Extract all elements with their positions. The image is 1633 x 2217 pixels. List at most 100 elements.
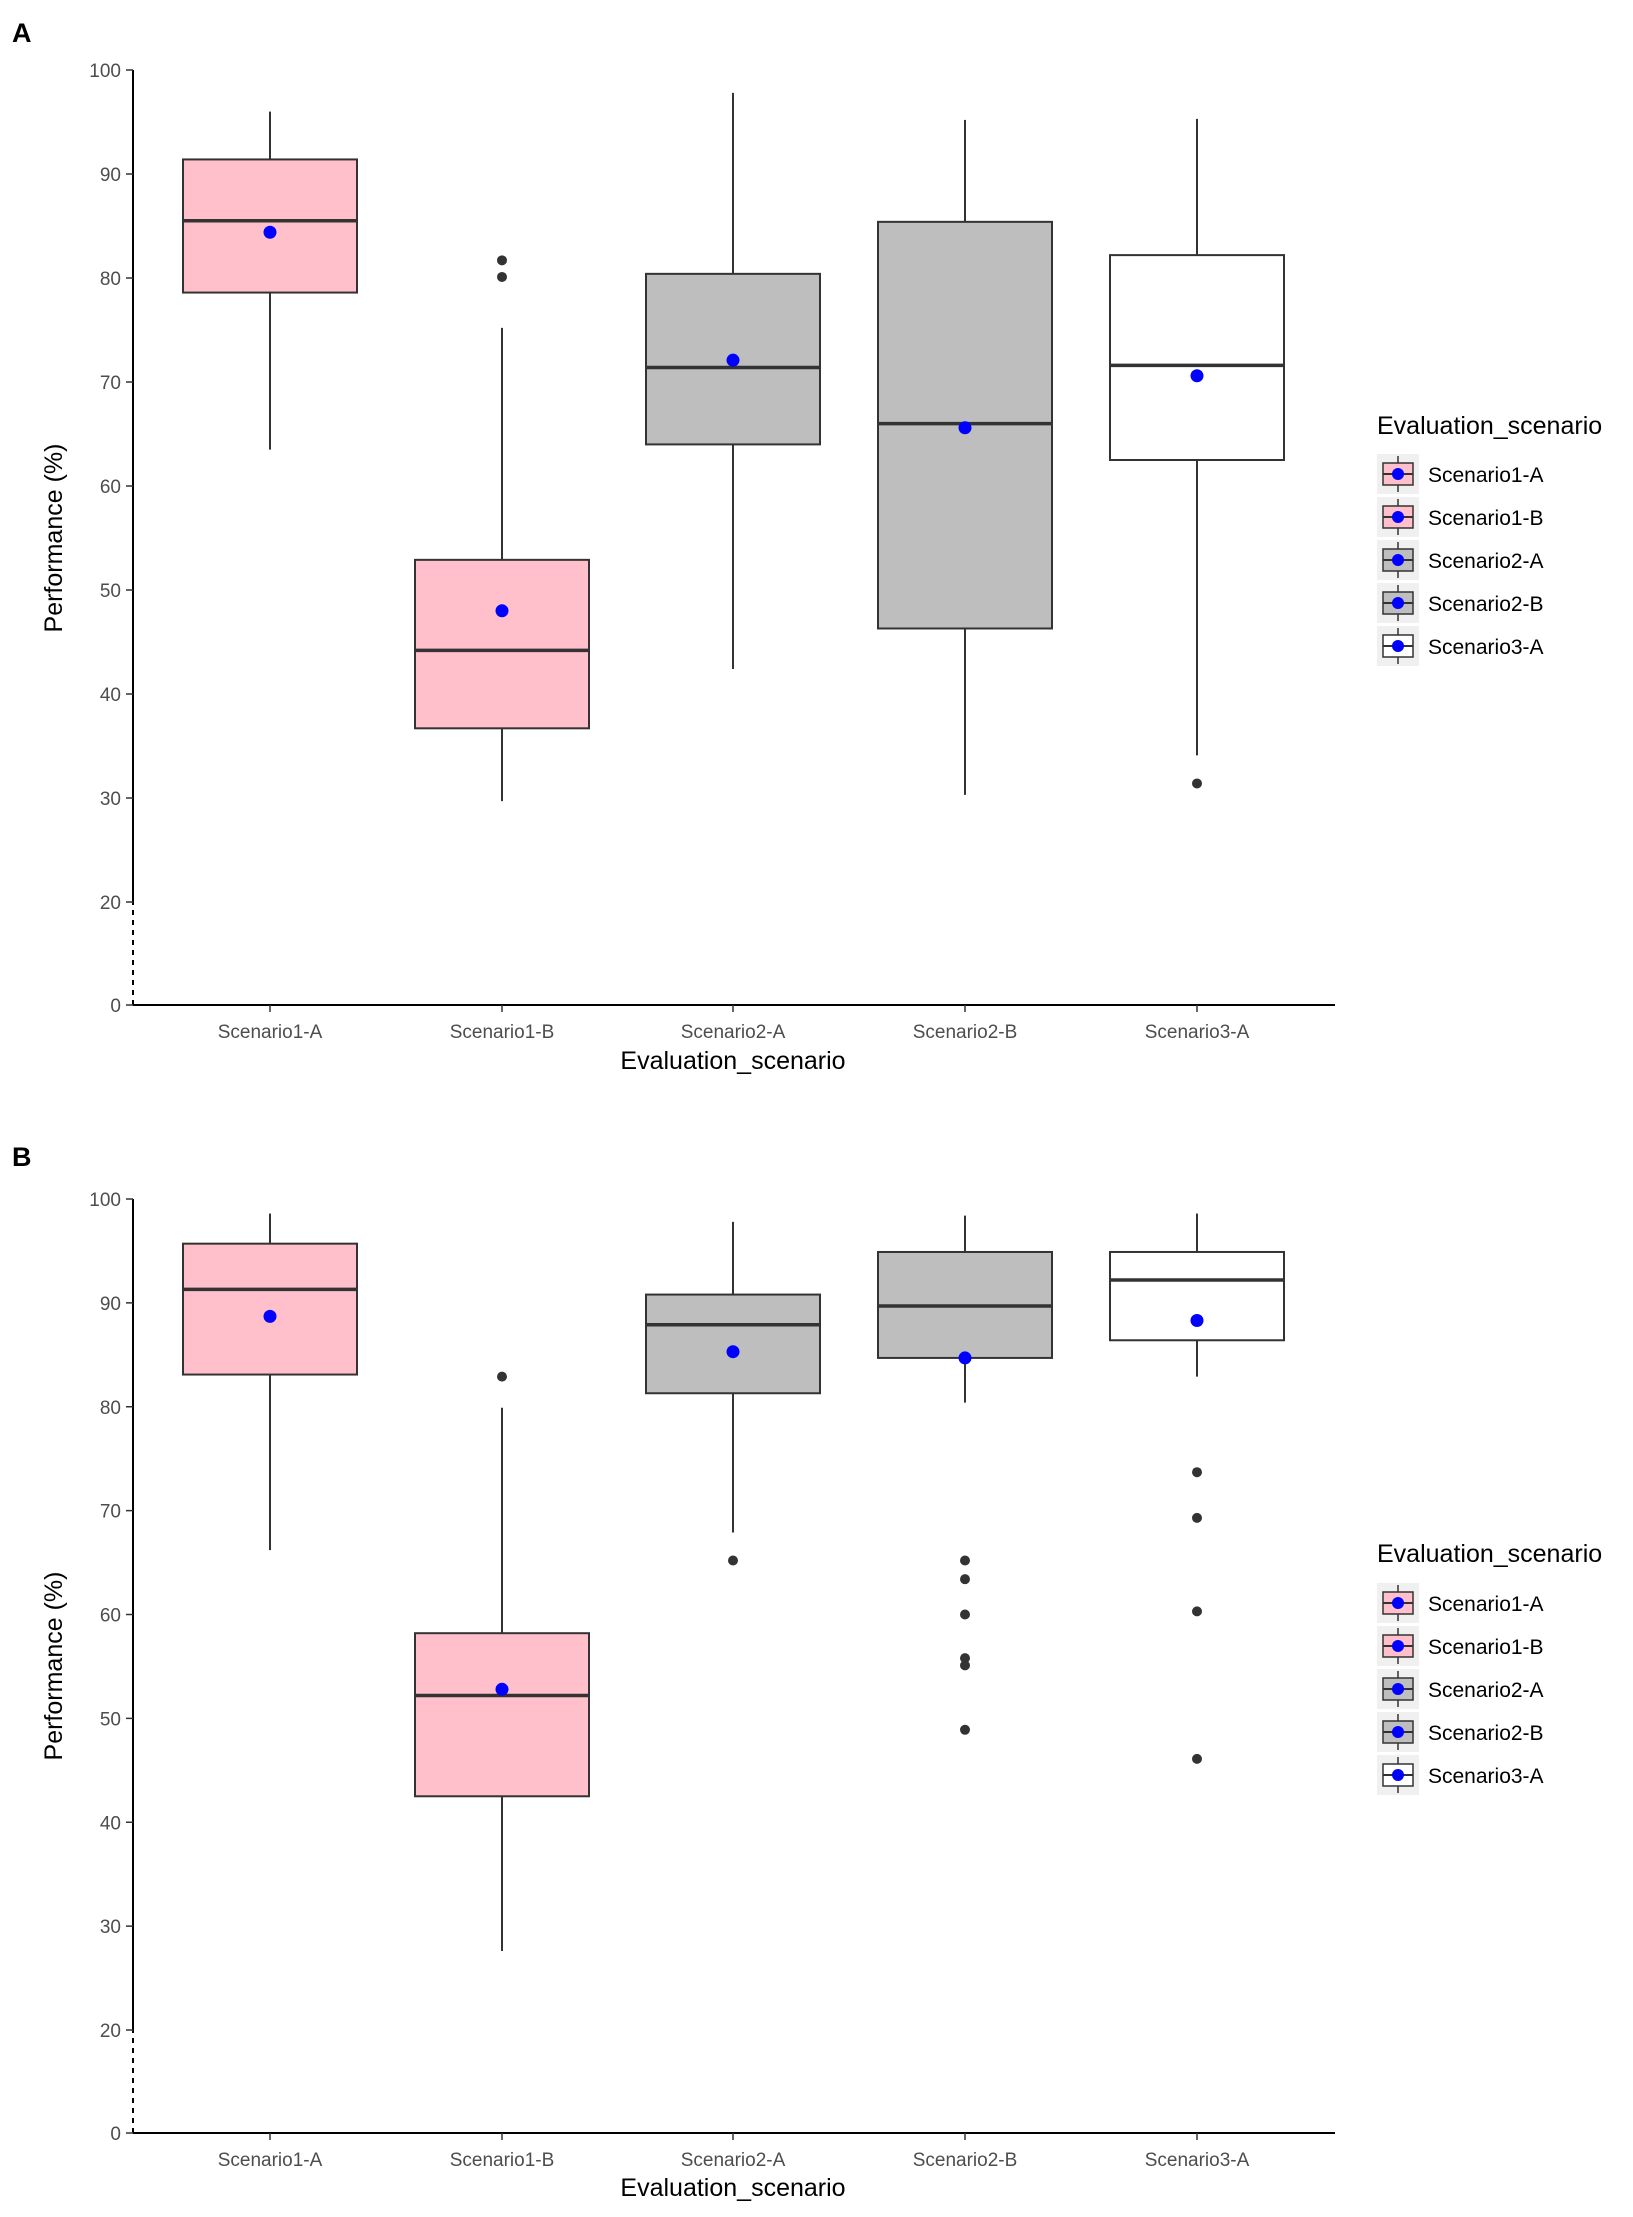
y-tick-label: 30 bbox=[100, 789, 121, 810]
y-tick-label: 40 bbox=[100, 685, 121, 706]
outlier-point bbox=[1192, 778, 1202, 789]
legend-title: Evaluation_scenario bbox=[1377, 1540, 1602, 1568]
iqr-box bbox=[414, 558, 590, 730]
panel-label: A bbox=[12, 18, 32, 48]
legend-key-mean bbox=[1392, 1597, 1404, 1609]
outlier-point bbox=[960, 1555, 970, 1566]
mean-point bbox=[263, 1309, 277, 1323]
iqr-box bbox=[1109, 254, 1285, 461]
outlier-point bbox=[960, 1574, 970, 1585]
box-scenario2-b bbox=[877, 1215, 1053, 1735]
y-tick-label: 70 bbox=[100, 373, 121, 394]
legend-key-mean bbox=[1392, 1683, 1404, 1695]
legend-label: Scenario2-A bbox=[1428, 550, 1544, 573]
box-scenario1-b bbox=[414, 255, 590, 802]
outlier-point bbox=[497, 271, 507, 282]
legend-key-mean bbox=[1392, 468, 1404, 480]
outlier-point bbox=[497, 255, 507, 266]
x-tick-label: Scenario1-B bbox=[450, 1022, 555, 1043]
mean-point bbox=[1190, 1314, 1204, 1328]
outlier-point bbox=[728, 1555, 738, 1566]
y-tick-label: 60 bbox=[100, 1606, 121, 1627]
legend-entry-scenario3-a: Scenario3-A bbox=[1377, 626, 1544, 666]
iqr-box bbox=[414, 1632, 590, 1798]
outlier-point bbox=[960, 1660, 970, 1671]
y-tick-label: 100 bbox=[89, 1190, 121, 1211]
legend: Evaluation_scenario Scenario1-A Scenario1-… bbox=[1377, 1540, 1602, 1795]
y-axis-title: Performance (%) bbox=[40, 444, 68, 633]
y-axis-title: Performance (%) bbox=[40, 1572, 68, 1761]
x-tick-label: Scenario2-B bbox=[913, 1022, 1018, 1043]
mean-point bbox=[958, 421, 972, 435]
y-tick-label: 20 bbox=[100, 893, 121, 914]
y-tick-label: 30 bbox=[100, 1917, 121, 1938]
x-tick-label: Scenario2-A bbox=[681, 1022, 786, 1043]
legend-key-mean bbox=[1392, 597, 1404, 609]
legend: Evaluation_scenario Scenario1-A Scenario1-… bbox=[1377, 412, 1602, 666]
y-tick-label: 50 bbox=[100, 1709, 121, 1730]
box-scenario2-a bbox=[645, 1221, 821, 1566]
y-tick-label: 70 bbox=[100, 1502, 121, 1523]
box-scenario2-b bbox=[877, 119, 1053, 795]
legend-entry-scenario1-b: Scenario1-B bbox=[1377, 1626, 1544, 1666]
outlier-point bbox=[960, 1609, 970, 1620]
box-scenario3-a bbox=[1109, 1213, 1285, 1764]
legend-label: Scenario2-B bbox=[1428, 1722, 1544, 1745]
mean-point bbox=[726, 1345, 740, 1359]
x-tick-label: Scenario3-A bbox=[1145, 2150, 1250, 2171]
x-tick-label: Scenario1-A bbox=[218, 1022, 323, 1043]
legend-key-mean bbox=[1392, 511, 1404, 523]
legend-key-mean bbox=[1392, 640, 1404, 652]
y-tick-label: 0 bbox=[110, 2124, 121, 2145]
y-tick-label: 60 bbox=[100, 477, 121, 498]
y-tick-label: 20 bbox=[100, 2021, 121, 2042]
x-tick-label: Scenario1-A bbox=[218, 2150, 323, 2171]
legend-key-mean bbox=[1392, 1769, 1404, 1781]
mean-point bbox=[1190, 369, 1204, 383]
legend-key-mean bbox=[1392, 1640, 1404, 1652]
legend-label: Scenario3-A bbox=[1428, 636, 1544, 659]
iqr-box bbox=[182, 1242, 358, 1376]
legend-entry-scenario3-a: Scenario3-A bbox=[1377, 1755, 1544, 1795]
y-tick-label: 90 bbox=[100, 165, 121, 186]
legend-label: Scenario1-A bbox=[1428, 1593, 1544, 1616]
outlier-point bbox=[960, 1724, 970, 1735]
panel-label: B bbox=[12, 1142, 32, 1172]
box-scenario1-b bbox=[414, 1371, 590, 1952]
legend-title: Evaluation_scenario bbox=[1377, 412, 1602, 440]
y-tick-label: 50 bbox=[100, 581, 121, 602]
y-tick-label: 80 bbox=[100, 1398, 121, 1419]
y-tick-label: 0 bbox=[110, 996, 121, 1017]
y-tick-label: 100 bbox=[89, 61, 121, 82]
outlier-point bbox=[497, 1371, 507, 1382]
x-tick-label: Scenario1-B bbox=[450, 2150, 555, 2171]
box-scenario1-a bbox=[182, 111, 358, 450]
y-tick-label: 80 bbox=[100, 269, 121, 290]
box-scenario1-a bbox=[182, 1213, 358, 1551]
legend-label: Scenario1-B bbox=[1428, 1636, 1544, 1659]
legend-entry-scenario1-a: Scenario1-A bbox=[1377, 1583, 1544, 1623]
x-axis-title: Evaluation_scenario bbox=[620, 2174, 845, 2202]
x-tick-label: Scenario2-A bbox=[681, 2150, 786, 2171]
y-tick-label: 40 bbox=[100, 1813, 121, 1834]
legend-entry-scenario1-b: Scenario1-B bbox=[1377, 497, 1544, 537]
legend-label: Scenario2-B bbox=[1428, 593, 1544, 616]
legend-key-mean bbox=[1392, 554, 1404, 566]
x-tick-label: Scenario3-A bbox=[1145, 1022, 1250, 1043]
mean-point bbox=[495, 1682, 509, 1696]
chart-panel-a: A 0 20 30 40 50 60 70 80 90 100 Scenario1-A Scenario… bbox=[12, 18, 1602, 1075]
legend-entry-scenario2-a: Scenario2-A bbox=[1377, 1669, 1544, 1709]
chart-panel-b: B 0 20 30 40 50 60 70 80 90 100 Scenario1-A Scenario… bbox=[12, 1142, 1602, 2202]
x-tick-label: Scenario2-B bbox=[913, 2150, 1018, 2171]
x-axis-title: Evaluation_scenario bbox=[620, 1047, 845, 1075]
box-scenario2-a bbox=[645, 92, 821, 670]
legend-label: Scenario2-A bbox=[1428, 1679, 1544, 1702]
outlier-point bbox=[1192, 1606, 1202, 1617]
mean-point bbox=[958, 1351, 972, 1365]
mean-point bbox=[726, 353, 740, 367]
mean-point bbox=[263, 225, 277, 239]
legend-entry-scenario2-b: Scenario2-B bbox=[1377, 583, 1544, 623]
legend-entry-scenario2-a: Scenario2-A bbox=[1377, 540, 1544, 580]
iqr-box bbox=[645, 1293, 821, 1395]
